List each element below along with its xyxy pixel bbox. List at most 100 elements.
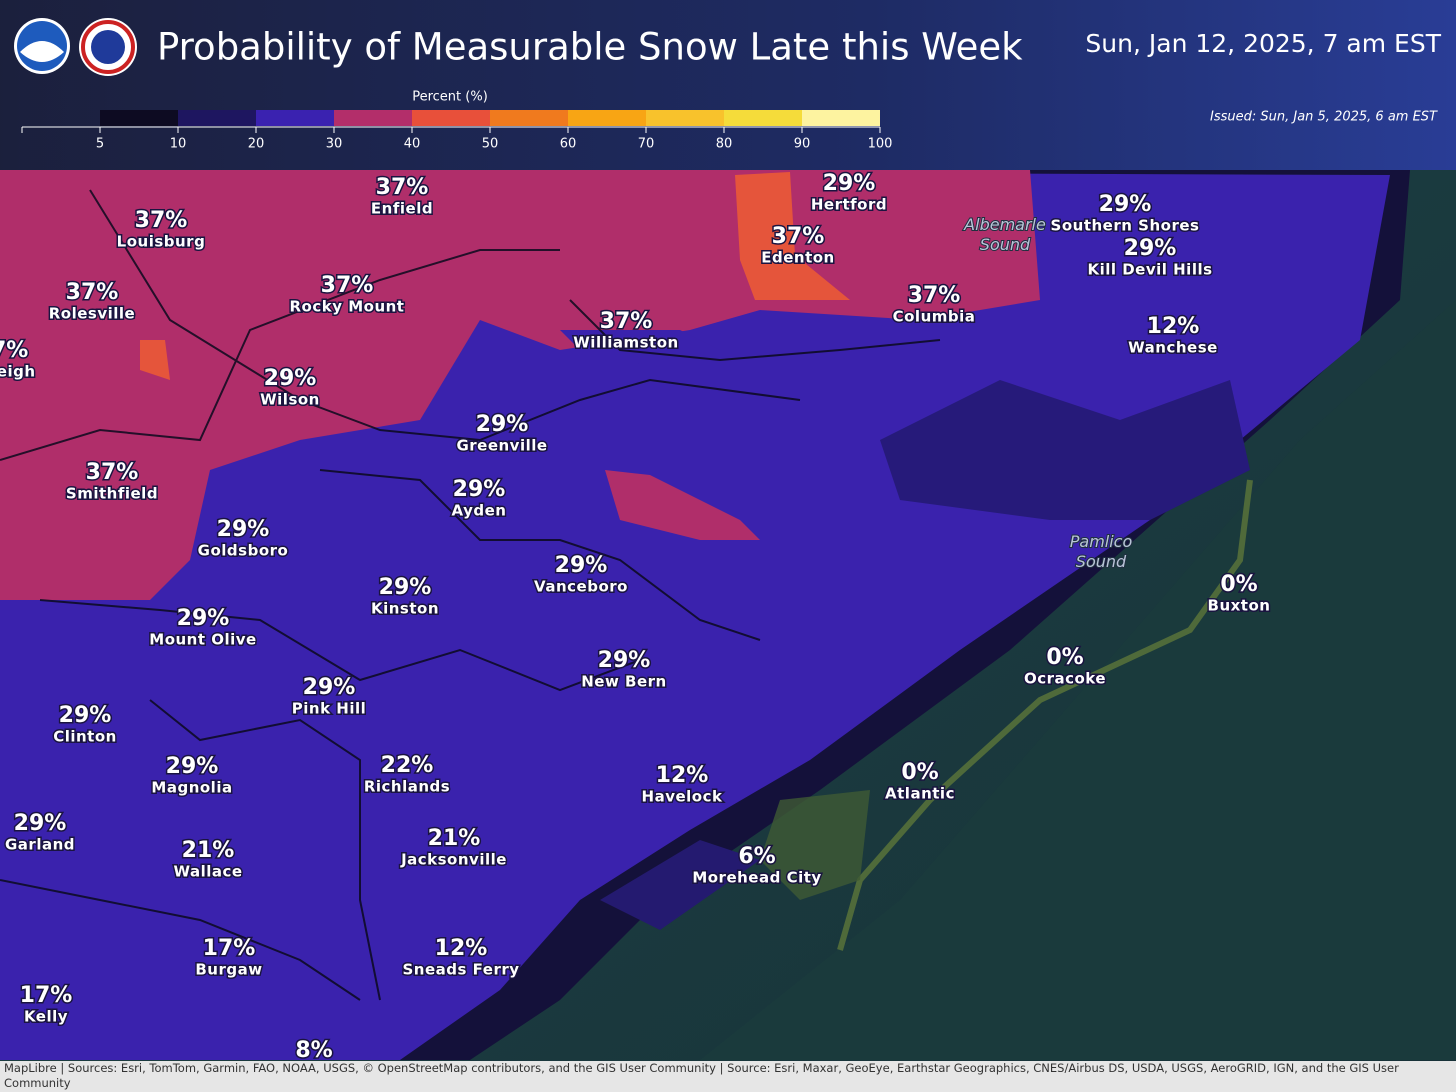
legend-swatch — [490, 110, 568, 126]
place-name: Southern Shores — [1051, 217, 1200, 235]
shore-land — [760, 790, 870, 900]
legend-tick-label: 10 — [170, 137, 187, 152]
legend-tick-label: 100 — [868, 137, 893, 152]
place-name: Rolesville — [49, 305, 135, 323]
place-value: 17% — [20, 983, 73, 1008]
legend-tick-label: 80 — [716, 137, 733, 152]
legend-tick-label: 20 — [248, 137, 265, 152]
place-value: 29% — [166, 754, 219, 779]
place-name: Rocky Mount — [290, 298, 405, 316]
low-patch — [600, 840, 760, 930]
place-value: 37% — [66, 280, 119, 305]
place-name: Atlantic — [885, 785, 955, 803]
place-value: 29% — [217, 517, 270, 542]
place-value: 0% — [901, 760, 938, 785]
place-value: 29% — [14, 811, 67, 836]
place-name: Morehead City — [692, 869, 821, 887]
sound-zone — [880, 380, 1250, 520]
place-name: Edenton — [761, 249, 835, 267]
legend-tick-label: 30 — [326, 137, 343, 152]
place-name: Williamston — [573, 334, 678, 352]
place-value: 8% — [295, 1038, 332, 1063]
place-value: 29% — [59, 703, 112, 728]
place-name: Kelly — [24, 1008, 68, 1026]
mid-patch — [560, 330, 720, 370]
place-name: Wilson — [260, 391, 320, 409]
place-value: 22% — [381, 753, 434, 778]
place-value: 29% — [1124, 236, 1177, 261]
place-value: 12% — [435, 936, 488, 961]
place-value: 0% — [1046, 645, 1083, 670]
place-value: 37% — [321, 273, 374, 298]
orange-patch — [140, 340, 170, 380]
place-name: Jacksonville — [400, 851, 507, 869]
issued-time: Issued: Sun, Jan 5, 2025, 6 am EST — [1210, 110, 1438, 125]
place-name: Kinston — [371, 600, 439, 618]
place-name: Smithfield — [66, 485, 158, 503]
legend-title: Percent (%) — [412, 90, 488, 105]
legend-tick-label: 5 — [96, 137, 104, 152]
place-name: Vanceboro — [534, 578, 628, 596]
boundaries — [0, 189, 941, 1001]
legend: 5 10 20 30 40 50 60 70 80 90 100 — [96, 110, 893, 152]
place-name: Wanchese — [1128, 339, 1218, 357]
legend-swatch — [334, 110, 412, 126]
place-value: 12% — [1147, 314, 1200, 339]
place-name: Hertford — [811, 196, 887, 214]
place-name: Mount Olive — [149, 631, 256, 649]
place-name: Greenville — [456, 437, 547, 455]
place-value: 12% — [656, 763, 709, 788]
place-value: 29% — [555, 553, 608, 578]
legend-swatch — [724, 110, 802, 126]
nws-logo-ring — [81, 20, 135, 74]
legend-swatch — [256, 110, 334, 126]
place-value: 37% — [772, 224, 825, 249]
legend-swatch — [802, 110, 880, 126]
place-name: Richlands — [364, 778, 450, 796]
place-value: 37% — [135, 208, 188, 233]
title: Probability of Measurable Snow Late this… — [157, 26, 1023, 69]
place-value: 29% — [177, 606, 230, 631]
header-bar — [0, 0, 1456, 170]
orange-patch — [735, 172, 850, 300]
place-value: 29% — [453, 477, 506, 502]
nws-logo-inner — [91, 30, 125, 64]
place-name: Louisburg — [117, 233, 206, 251]
place-value: 37% — [376, 175, 429, 200]
place-value: 21% — [428, 826, 481, 851]
place-value: 17% — [203, 936, 256, 961]
place-value: 37% — [0, 338, 28, 363]
legend-tick-label: 60 — [560, 137, 577, 152]
place-value: 0% — [1220, 572, 1257, 597]
place-value: 29% — [598, 648, 651, 673]
place-value: 37% — [908, 283, 961, 308]
place-name: Sneads Ferry — [402, 961, 519, 979]
place-name: Columbia — [893, 308, 976, 326]
attribution: MapLibre | Sources: Esri, TomTom, Garmin… — [0, 1061, 1456, 1092]
place-name: New Bern — [581, 673, 667, 691]
place-name: Enfield — [371, 200, 433, 218]
high-patch — [605, 470, 760, 540]
place-name: Burgaw — [195, 961, 262, 979]
place-value: 21% — [182, 838, 235, 863]
place-value: 37% — [86, 460, 139, 485]
legend-swatch — [412, 110, 490, 126]
place-name: Raleigh — [0, 363, 36, 381]
place-name: Ayden — [452, 502, 507, 520]
place-value: 29% — [379, 575, 432, 600]
noaa-logo-bird — [20, 41, 64, 62]
legend-swatch — [178, 110, 256, 126]
legend-tick-label: 40 — [404, 137, 421, 152]
place-value: 6% — [738, 844, 775, 869]
place-name: Ocracoke — [1024, 670, 1106, 688]
place-value: 29% — [476, 412, 529, 437]
legend-swatch — [100, 110, 178, 126]
place-value: 37% — [600, 309, 653, 334]
place-value: 29% — [1099, 192, 1152, 217]
water-label: Pamlico Sound — [1070, 532, 1133, 571]
place-name: Buxton — [1208, 597, 1271, 615]
legend-swatch — [646, 110, 724, 126]
shelf — [700, 300, 1456, 1060]
